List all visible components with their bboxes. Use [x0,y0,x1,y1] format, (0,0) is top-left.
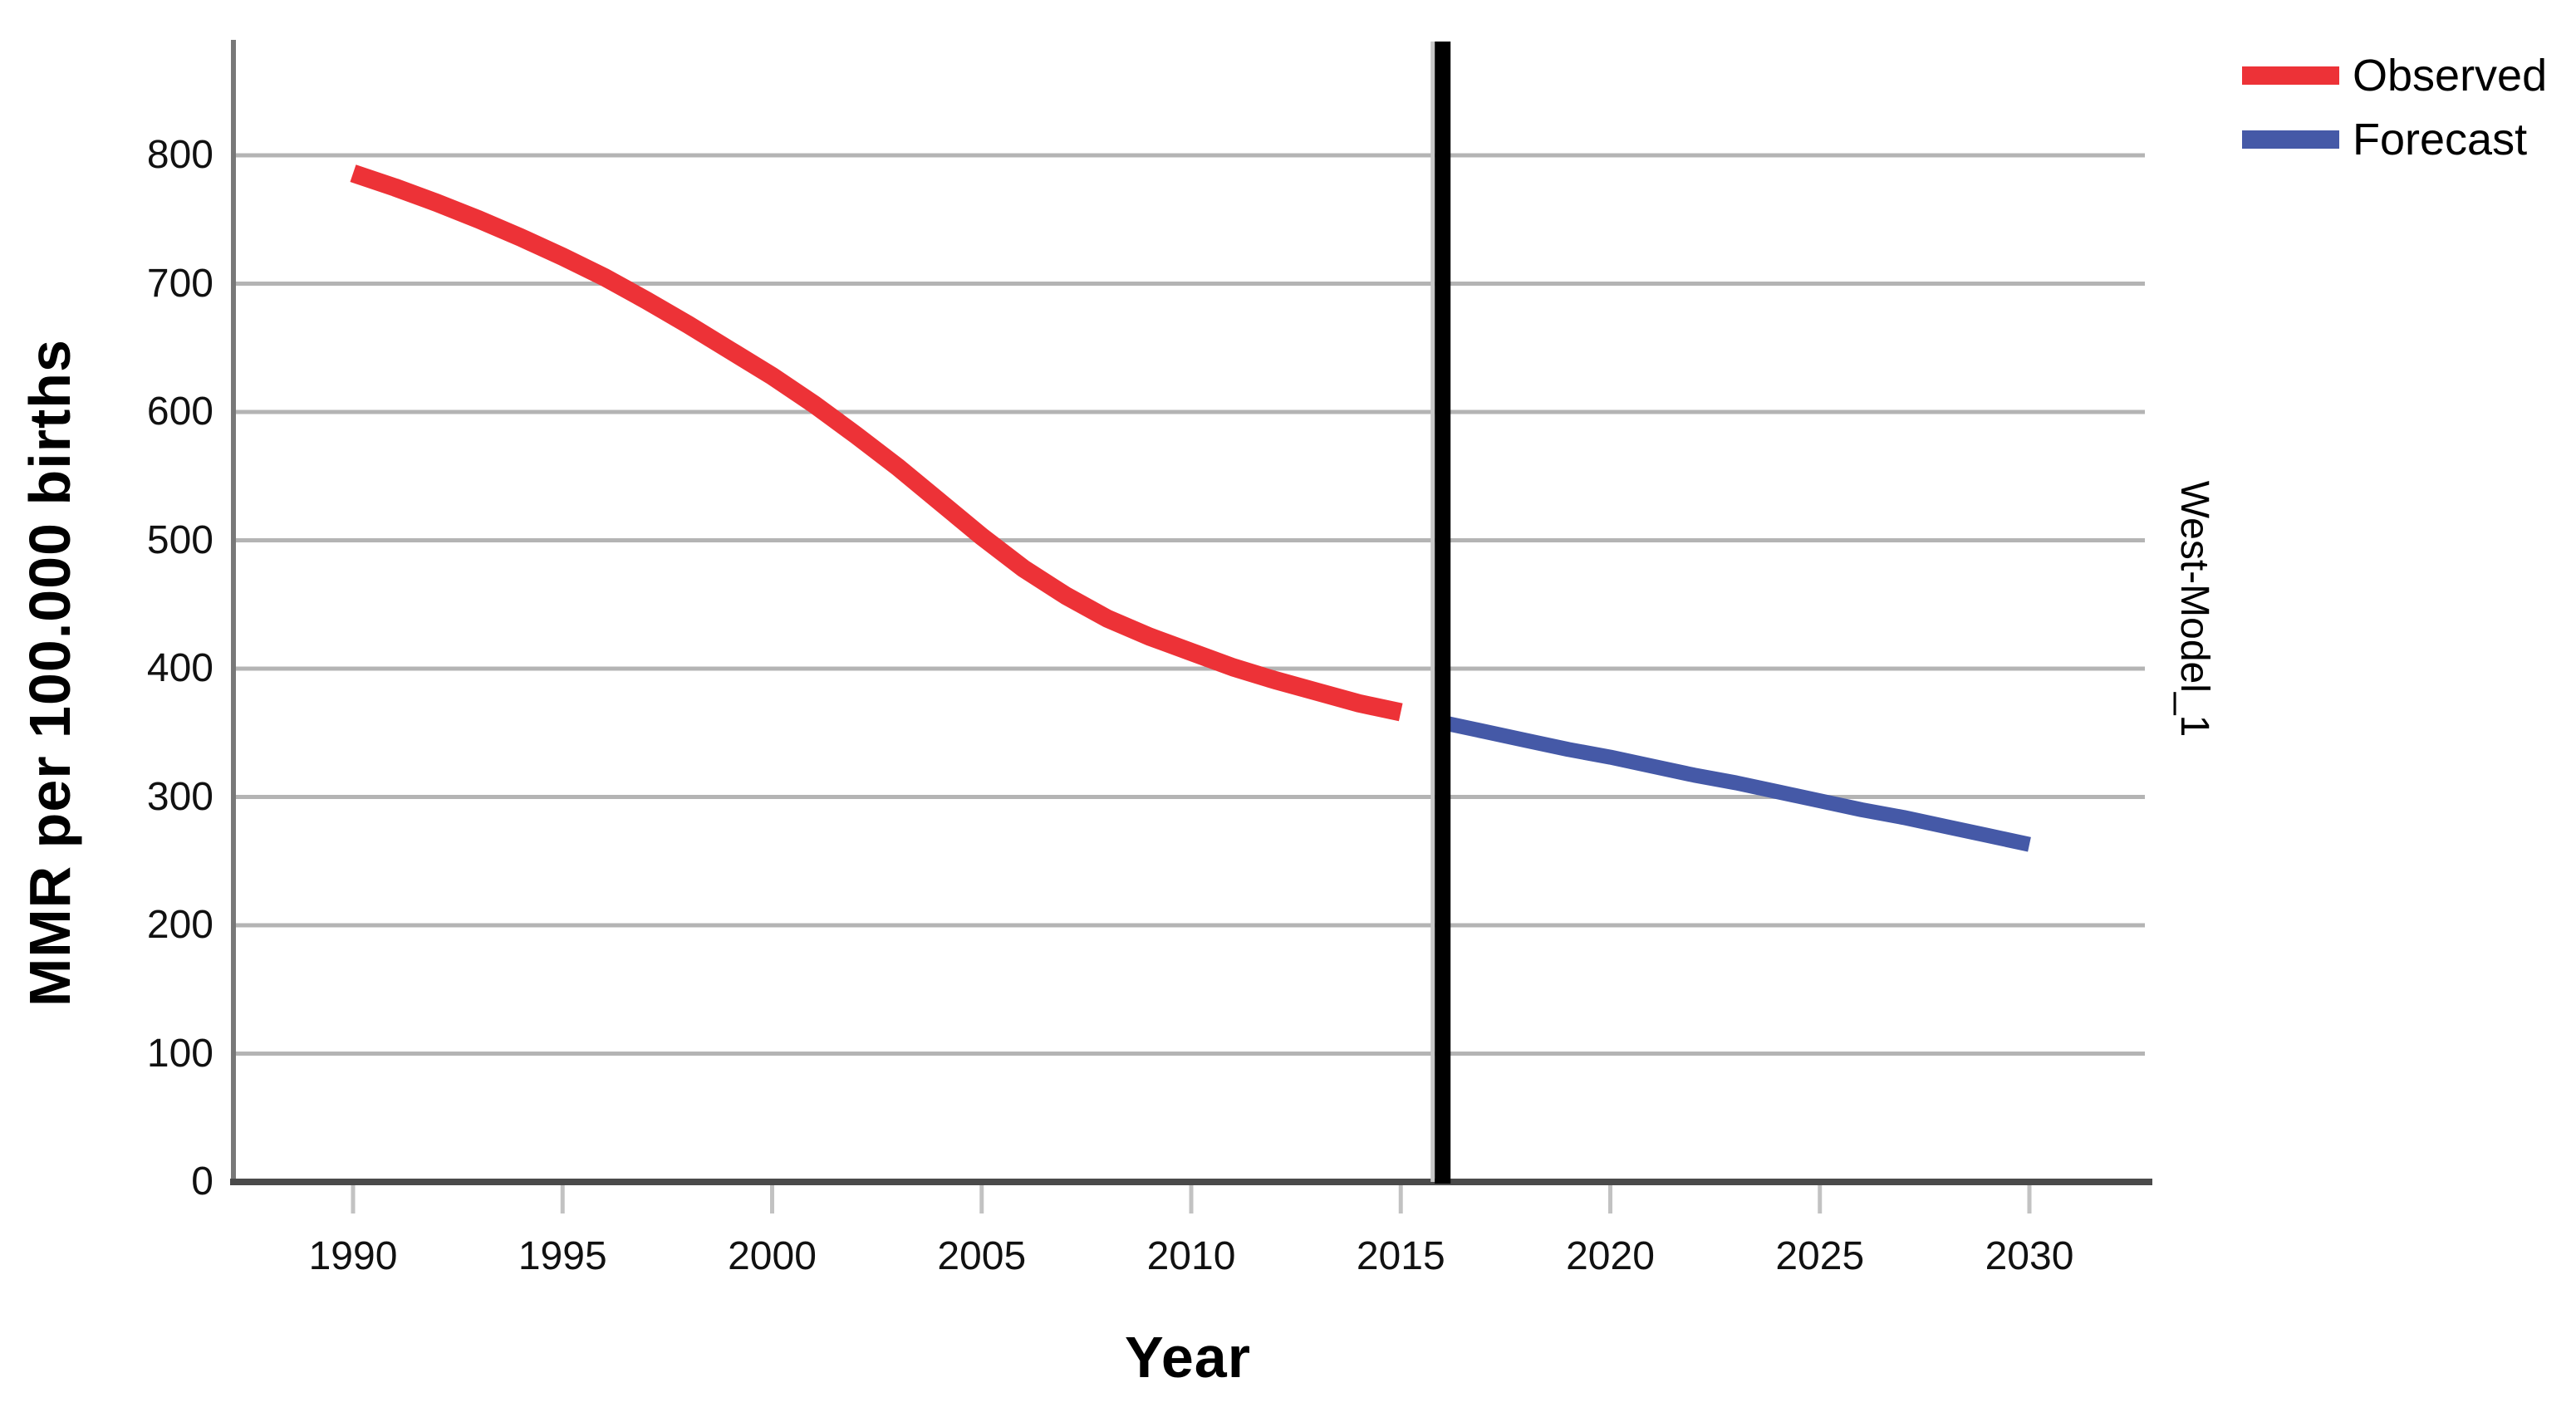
y-tick-label: 200 [146,903,213,947]
x-tick-label: 2010 [1146,1234,1236,1278]
x-tick-label: 2000 [728,1234,817,1278]
y-tick-label: 700 [146,261,213,306]
y-tick-label: 100 [146,1031,213,1076]
y-axis-title: MMR per 100.000 births [17,339,82,1007]
forecast-line [1440,715,2031,852]
x-tick-label: 1990 [308,1234,398,1278]
observed-line [350,164,1403,722]
panel-model-label: West-Model_1 [2172,480,2216,738]
legend-swatch-forecast-icon [2242,130,2339,149]
legend-label-observed: Observed [2353,51,2548,101]
x-axis-title: Year [1125,1325,1251,1390]
x-tick-label: 2015 [1356,1234,1445,1278]
legend-item-forecast: Forecast [2242,112,2527,167]
legend-label-forecast: Forecast [2353,115,2528,164]
y-tick-label: 500 [146,517,213,562]
x-tick-label: 2005 [937,1234,1027,1278]
y-tick-label: 300 [146,774,213,819]
x-tick-label: 2020 [1566,1234,1655,1278]
legend-swatch-observed-icon [2242,66,2339,85]
y-tick-label: 800 [146,133,213,177]
x-tick-label: 1995 [518,1234,607,1278]
y-tick-label: 0 [191,1160,213,1204]
x-tick-label: 2030 [1985,1234,2074,1278]
x-tick-label: 2025 [1775,1234,1865,1278]
legend-item-observed: Observed [2242,48,2547,103]
y-tick-label: 400 [146,646,213,690]
y-tick-label: 600 [146,390,213,434]
